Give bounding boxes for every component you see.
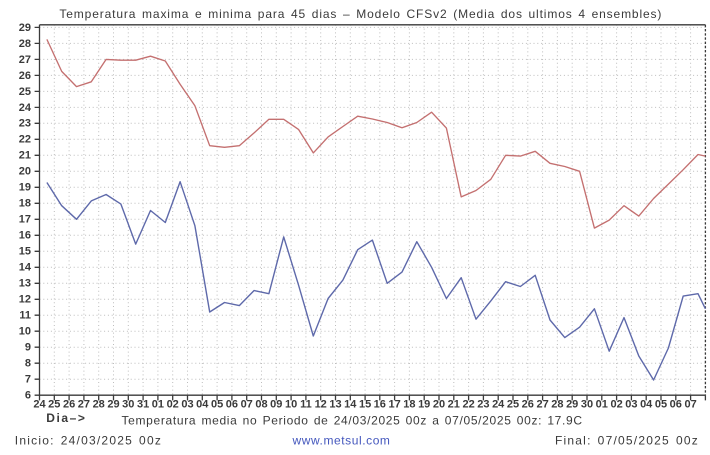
svg-text:25: 25 [48,399,60,411]
svg-text:8: 8 [25,358,31,370]
svg-text:17: 17 [19,214,31,226]
svg-text:29: 29 [19,22,31,34]
svg-text:21: 21 [448,399,460,411]
svg-text:04: 04 [640,399,653,411]
svg-text:www.metsul.com: www.metsul.com [292,433,391,447]
svg-text:02: 02 [610,399,622,411]
svg-text:29: 29 [566,399,578,411]
svg-text:31: 31 [137,399,149,411]
svg-text:21: 21 [19,150,31,162]
svg-text:13: 13 [19,278,31,290]
svg-text:25: 25 [507,399,519,411]
svg-text:27: 27 [78,399,90,411]
svg-text:27: 27 [19,54,31,66]
svg-text:05: 05 [211,399,223,411]
svg-text:10: 10 [19,326,31,338]
svg-text:6: 6 [25,390,31,402]
svg-text:26: 26 [63,399,75,411]
svg-text:Dia–>: Dia–> [46,411,86,425]
svg-text:29: 29 [107,399,119,411]
svg-text:Final: 07/05/2025 00z: Final: 07/05/2025 00z [555,433,699,447]
svg-text:17: 17 [388,399,400,411]
svg-text:19: 19 [19,182,31,194]
svg-text:15: 15 [19,246,31,258]
svg-text:9: 9 [25,342,31,354]
svg-text:11: 11 [300,399,312,411]
svg-text:03: 03 [181,399,193,411]
svg-text:24: 24 [492,399,505,411]
svg-text:09: 09 [270,399,282,411]
svg-text:20: 20 [433,399,445,411]
svg-text:05: 05 [655,399,667,411]
svg-text:28: 28 [551,399,563,411]
svg-text:18: 18 [403,399,415,411]
svg-text:07: 07 [684,399,696,411]
svg-text:16: 16 [374,399,386,411]
svg-text:04: 04 [196,399,209,411]
svg-text:20: 20 [19,166,31,178]
svg-text:Inicio: 24/03/2025 00z: Inicio: 24/03/2025 00z [15,433,162,447]
svg-text:01: 01 [152,399,164,411]
svg-text:18: 18 [19,198,31,210]
svg-text:19: 19 [418,399,430,411]
svg-text:16: 16 [19,230,31,242]
svg-text:7: 7 [25,374,31,386]
svg-text:Temperatura media no Periodo d: Temperatura media no Periodo de 24/03/20… [122,413,583,427]
svg-text:06: 06 [226,399,238,411]
svg-text:23: 23 [477,399,489,411]
svg-text:10: 10 [285,399,297,411]
svg-text:01: 01 [596,399,608,411]
svg-text:11: 11 [19,310,31,322]
svg-text:28: 28 [93,399,105,411]
svg-text:Temperatura maxima e minima pa: Temperatura maxima e minima para 45 dias… [59,7,662,21]
svg-text:24: 24 [33,399,46,411]
svg-text:14: 14 [19,262,32,274]
svg-text:12: 12 [19,294,31,306]
svg-text:25: 25 [19,86,31,98]
svg-text:03: 03 [625,399,637,411]
svg-text:22: 22 [462,399,474,411]
svg-text:30: 30 [122,399,134,411]
svg-text:15: 15 [359,399,371,411]
svg-text:30: 30 [581,399,593,411]
svg-text:12: 12 [315,399,327,411]
svg-text:26: 26 [522,399,534,411]
svg-text:02: 02 [167,399,179,411]
svg-text:26: 26 [19,70,31,82]
svg-text:22: 22 [19,134,31,146]
svg-text:27: 27 [536,399,548,411]
svg-text:14: 14 [344,399,357,411]
svg-text:24: 24 [19,102,32,114]
svg-text:07: 07 [241,399,253,411]
svg-text:23: 23 [19,118,31,130]
svg-text:06: 06 [670,399,682,411]
svg-text:28: 28 [19,38,31,50]
svg-text:08: 08 [255,399,267,411]
svg-text:13: 13 [329,399,341,411]
